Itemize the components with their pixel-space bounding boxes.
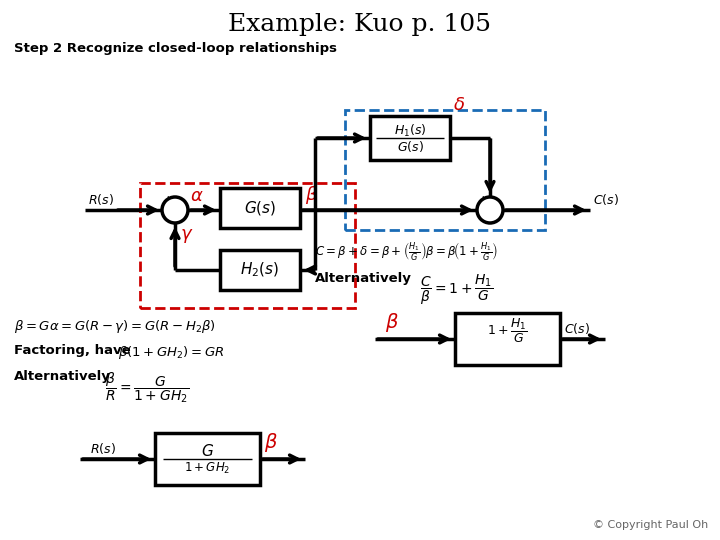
Text: $H_1(s)$: $H_1(s)$ (394, 123, 426, 139)
Bar (140, 183, 355, 308)
Text: © Copyright Paul Oh: © Copyright Paul Oh (593, 520, 708, 530)
Bar (370, 116, 450, 160)
Text: Alternatively: Alternatively (14, 370, 111, 383)
Text: $G$: $G$ (201, 443, 214, 459)
Text: −: − (163, 214, 174, 227)
Bar (220, 188, 300, 228)
Text: $R(s)$: $R(s)$ (90, 441, 116, 456)
Text: $\beta(1 + GH_2) = GR$: $\beta(1 + GH_2) = GR$ (118, 344, 225, 361)
Bar (155, 433, 260, 485)
Circle shape (477, 197, 503, 223)
Text: $H_2(s)$: $H_2(s)$ (240, 261, 279, 279)
Bar (345, 110, 545, 230)
Text: $\delta$: $\delta$ (453, 96, 465, 114)
Text: +: + (487, 199, 498, 212)
Text: $C(s)$: $C(s)$ (593, 192, 619, 207)
Circle shape (162, 197, 188, 223)
Text: $\beta$: $\beta$ (264, 431, 278, 454)
Text: $\beta = G\alpha = G(R - \gamma) = G(R - H_2\beta)$: $\beta = G\alpha = G(R - \gamma) = G(R -… (14, 318, 216, 335)
Text: $\dfrac{C}{\beta} = 1 + \dfrac{H_1}{G}$: $\dfrac{C}{\beta} = 1 + \dfrac{H_1}{G}$ (420, 272, 493, 307)
Text: $C(s)$: $C(s)$ (564, 321, 590, 336)
Text: Factoring, have: Factoring, have (14, 344, 130, 357)
Text: $C = \beta + \delta = \beta + \left(\frac{H_1}{G}\right)\beta = \beta\!\left(1 +: $C = \beta + \delta = \beta + \left(\fra… (315, 240, 498, 263)
Bar (455, 313, 560, 365)
Text: Alternatively: Alternatively (315, 272, 412, 285)
Text: $R(s)$: $R(s)$ (88, 192, 114, 207)
Text: $\gamma$: $\gamma$ (180, 227, 194, 245)
Text: $G(s)$: $G(s)$ (244, 199, 276, 217)
Text: $\alpha$: $\alpha$ (190, 187, 204, 205)
Text: $G(s)$: $G(s)$ (397, 138, 423, 153)
Bar (220, 250, 300, 290)
Text: +: + (478, 194, 489, 207)
Text: $1 + GH_2$: $1 + GH_2$ (184, 461, 230, 476)
Text: $\beta$: $\beta$ (385, 311, 399, 334)
Text: $\dfrac{\beta}{R} = \dfrac{G}{1 + GH_2}$: $\dfrac{\beta}{R} = \dfrac{G}{1 + GH_2}$ (105, 370, 189, 405)
Text: Example: Kuo p. 105: Example: Kuo p. 105 (228, 13, 492, 36)
Text: $\beta$: $\beta$ (305, 184, 318, 206)
Text: Step 2 Recognize closed-loop relationships: Step 2 Recognize closed-loop relationshi… (14, 42, 337, 55)
Text: +: + (163, 194, 174, 207)
Text: $1 + \dfrac{H_1}{G}$: $1 + \dfrac{H_1}{G}$ (487, 317, 528, 345)
